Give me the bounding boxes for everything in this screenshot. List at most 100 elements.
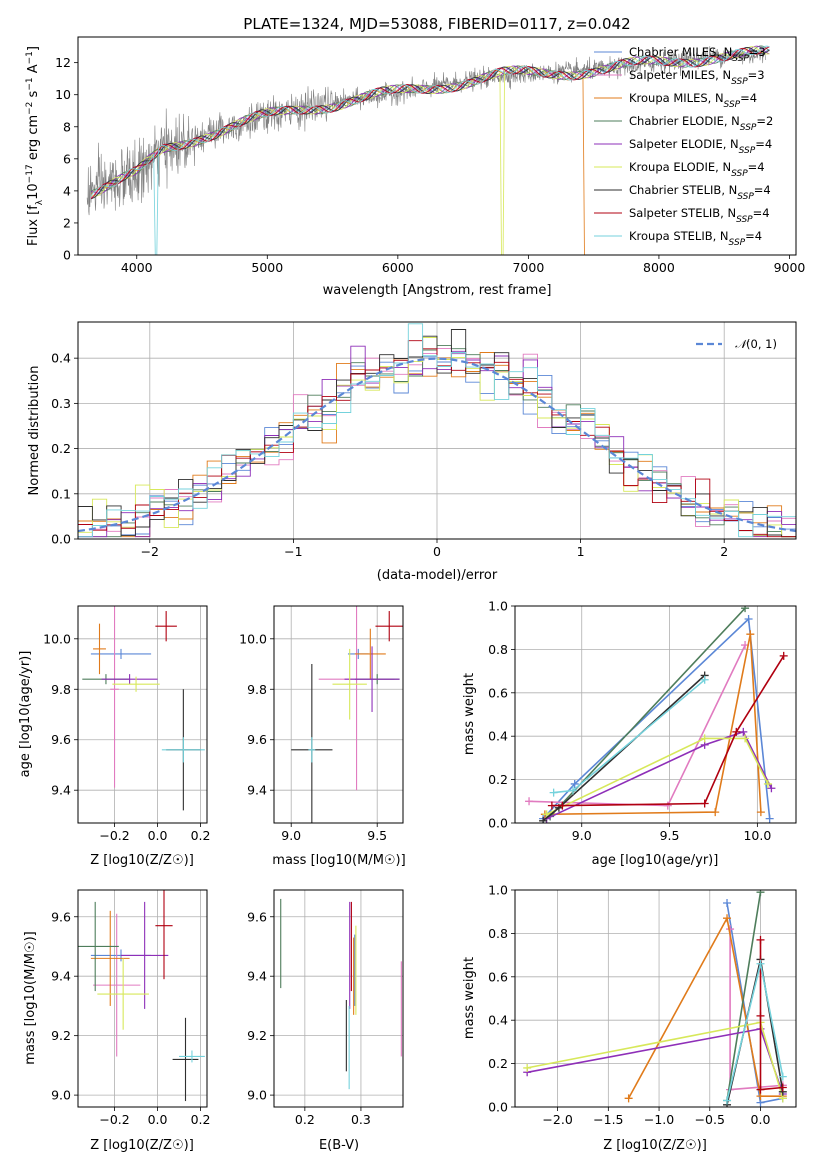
mass-weight-marker-salpeter_stelib <box>547 801 556 810</box>
legend-label-chabrier_miles: Chabrier MILES, NSSP=3 <box>629 45 766 64</box>
mass-weight-marker-chabrier_miles <box>744 615 753 624</box>
y-tick-label: 9.8 <box>51 682 71 697</box>
mass-weight-vs-metallicity-plot: −2.0 −1.5 −1.0 −0.5 0.0 0.0 0.2 0.4 0.6 0.8 1.0 Z [… <box>462 883 797 1153</box>
mwZ-x-axis-label: Z [log10(Z/Z☉)] <box>603 1138 707 1153</box>
mass-weight-marker-kroupa_stelib <box>549 788 558 797</box>
mass-weight-marker-kroupa_miles <box>624 1094 633 1103</box>
y-tick-label: 12 <box>55 55 71 70</box>
model-line-chabrier_stelib <box>91 46 770 199</box>
plot-content <box>78 323 796 539</box>
y-tick-label: 9.4 <box>51 969 71 984</box>
y-tick-label: 10.0 <box>43 631 71 646</box>
mass-weight-marker-kroupa_elodie <box>523 1063 532 1072</box>
mass-weight-marker-salpeter_stelib <box>558 801 567 810</box>
mass-weight-marker-salpeter_stelib <box>756 1085 765 1094</box>
observed-spectrum-line <box>86 46 767 216</box>
y-tick-label: 4 <box>63 183 71 198</box>
y-tick-label: 9.4 <box>247 783 267 798</box>
axis-frame <box>514 605 797 824</box>
mass-weight-marker-kroupa_elodie <box>763 779 772 788</box>
ageZ-x-axis-label: Z [log10(Z/Z☉)] <box>90 853 194 868</box>
mass-weight-marker-salpeter_miles <box>525 797 534 806</box>
mass-weight-marker-salpeter_stelib <box>732 727 741 736</box>
y-tick-label: 10.0 <box>239 631 267 646</box>
y-tick-label: 9.4 <box>51 783 71 798</box>
residuals-x-axis-label: (data-model)/error <box>377 568 498 583</box>
mass-vs-metallicity-plot: −0.2 0.0 0.2 9.0 9.2 9.4 9.6 Z [log10(Z/Z☉)] mas… <box>23 889 210 1153</box>
y-tick-label: 0 <box>63 248 71 263</box>
x-tick-label: −1.5 <box>593 1112 623 1127</box>
mass-weight-line-chabrier_miles <box>542 617 771 820</box>
x-tick-label: 2 <box>720 544 728 559</box>
y-tick-label: 9.6 <box>51 732 71 747</box>
x-tick-label: −2.0 <box>542 1112 572 1127</box>
legend-label-salpeter_elodie: Salpeter ELODIE, NSSP=4 <box>629 137 772 156</box>
x-tick-label: 9000 <box>774 260 806 275</box>
y-tick-label: 1.0 <box>488 883 508 898</box>
mass-weight-marker-salpeter_elodie <box>767 784 776 793</box>
spectrum-y-axis-label: Flux [fλ10−17 erg cm−2 s−1 A−1] <box>25 46 45 246</box>
residual-histogram-kroupa_stelib <box>78 323 796 539</box>
x-tick-label: 0.3 <box>351 1112 371 1127</box>
mass-weight-line-salpeter_stelib <box>759 939 783 1091</box>
y-tick-label: 2 <box>63 215 71 230</box>
y-tick-label: 0.6 <box>488 685 508 700</box>
x-tick-label: 9.5 <box>660 828 680 843</box>
y-tick-label: 9.2 <box>247 1028 267 1043</box>
axis-frame <box>77 605 208 824</box>
axis-frame <box>77 889 208 1108</box>
y-tick-label: 0.0 <box>488 816 508 831</box>
y-tick-label: 0.2 <box>488 772 508 787</box>
model-line-kroupa_stelib <box>90 45 770 255</box>
legend-label-salpeter_stelib: Salpeter STELIB, NSSP=4 <box>629 206 770 225</box>
y-tick-label: 8 <box>63 119 71 134</box>
x-tick-label: 0.0 <box>751 1112 771 1127</box>
x-tick-label: 9.0 <box>572 828 592 843</box>
ageM-x-axis-label: mass [log10(M/M☉)] <box>272 853 405 868</box>
axis-frame <box>273 889 404 1108</box>
y-tick-label: 0.4 <box>488 729 508 744</box>
axis-frame <box>77 321 797 540</box>
y-tick-label: 0.2 <box>488 1056 508 1071</box>
x-tick-label: 8000 <box>643 260 675 275</box>
massEbv-x-axis-label: E(B-V) <box>319 1138 359 1153</box>
legend-label-chabrier_stelib: Chabrier STELIB, NSSP=4 <box>629 183 771 202</box>
mass-weight-marker-chabrier_miles <box>765 814 774 823</box>
mass-weight-marker-chabrier_miles <box>570 779 579 788</box>
x-tick-label: 6000 <box>382 260 414 275</box>
plot-content <box>523 890 787 1107</box>
spectrum-title: PLATE=1324, MJD=53088, FIBERID=0117, z=0… <box>243 15 630 33</box>
y-tick-label: 9.6 <box>247 909 267 924</box>
mass-weight-marker-kroupa_stelib <box>723 1096 732 1105</box>
x-tick-label: −1 <box>284 544 302 559</box>
ageZ-y-axis-label: age [log10(age/yr)] <box>18 651 33 778</box>
mass-weight-marker-chabrier_stelib <box>539 816 548 823</box>
y-tick-label: 0.0 <box>51 532 71 547</box>
y-tick-label: 9.2 <box>51 1028 71 1043</box>
plot-content <box>280 898 402 1090</box>
normal-distribution-curve <box>78 357 796 533</box>
x-tick-label: −2 <box>141 544 159 559</box>
mass-weight-line-kroupa_miles <box>627 915 783 1099</box>
x-tick-label: 1 <box>577 544 585 559</box>
mass-weight-marker-salpeter_stelib <box>779 651 788 660</box>
x-tick-label: −1.0 <box>644 1112 674 1127</box>
axis-frame <box>77 36 797 256</box>
mwAge-y-axis-label: mass weight <box>462 673 477 755</box>
mass-weight-vs-age-plot: 9.0 9.5 10.0 0.0 0.2 0.4 0.6 0.8 1.0 age [log10(a… <box>462 599 797 868</box>
legend-label-kroupa_elodie: Kroupa ELODIE, NSSP=4 <box>629 160 765 179</box>
y-tick-label: 0.3 <box>51 396 71 411</box>
mass-weight-line-kroupa_miles <box>544 634 762 816</box>
mass-weight-marker-kroupa_stelib <box>756 959 765 968</box>
y-tick-label: 0.4 <box>488 1013 508 1028</box>
y-tick-label: 9.6 <box>247 732 267 747</box>
x-tick-label: 7000 <box>512 260 544 275</box>
mass-weight-line-chabrier_elodie <box>726 892 762 1101</box>
mass-weight-marker-salpeter_elodie <box>739 727 748 736</box>
mass-weight-marker-salpeter_stelib <box>700 799 709 808</box>
mass-weight-marker-chabrier_elodie <box>741 606 750 613</box>
residuals-plot: −2 −1 0 1 2 0.0 0.1 0.2 0.3 0.4 𝒩(0, 1) (data-model… <box>27 321 797 583</box>
age-vs-mass-plot: 9.0 9.5 9.4 9.6 9.8 10.0 mass [log10(M/M☉)] <box>239 605 406 868</box>
